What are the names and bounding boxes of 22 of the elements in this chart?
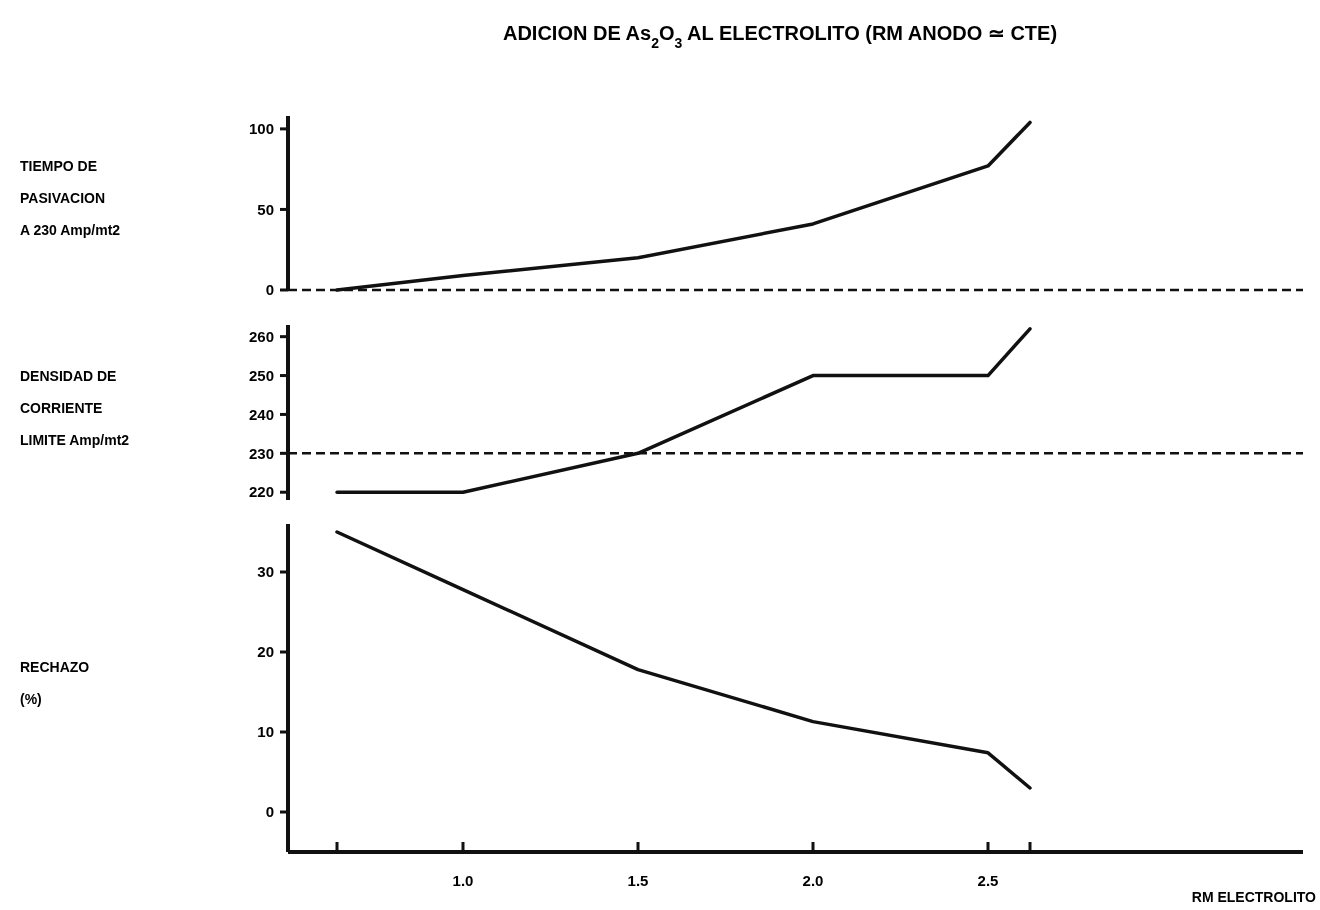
- y-tick-label: 250: [248, 366, 274, 384]
- y-tick-label: 220: [248, 483, 274, 501]
- y-tick-label: 230: [248, 444, 274, 462]
- y-tick-label: 50: [257, 200, 274, 218]
- y-tick-label: 100: [248, 120, 274, 138]
- chart-title: ADICION DE As$_{2}$O$_{3}$ AL ELECTROLITO (RM ANODO ≃ CTE): [502, 22, 1058, 51]
- y-tick-label: 20: [257, 643, 274, 661]
- y-axis-title: TIEMPO DE PASIVACION A 230 Amp/mt2: [20, 158, 121, 238]
- y-axis-title: RECHAZO (%): [20, 659, 90, 707]
- x-tick-label: 2.5: [977, 872, 999, 889]
- x-tick-label: 2.0: [802, 872, 824, 889]
- y-tick-label: 30: [257, 563, 274, 581]
- x-axis-title: RM ELECTROLITO: [1191, 889, 1317, 905]
- y-tick-label: 10: [257, 723, 274, 741]
- y-tick-label: 240: [248, 405, 274, 423]
- y-tick-label: 0: [265, 803, 274, 821]
- x-tick-label: 1.5: [627, 872, 649, 889]
- y-tick-label: 260: [248, 327, 274, 345]
- y-tick-label: 0: [265, 281, 274, 299]
- line-series: [335, 530, 1032, 790]
- y-axis-title: DENSIDAD DE CORRIENTE LIMITE Amp/mt2: [20, 367, 130, 448]
- x-tick-label: 1.0: [452, 872, 474, 889]
